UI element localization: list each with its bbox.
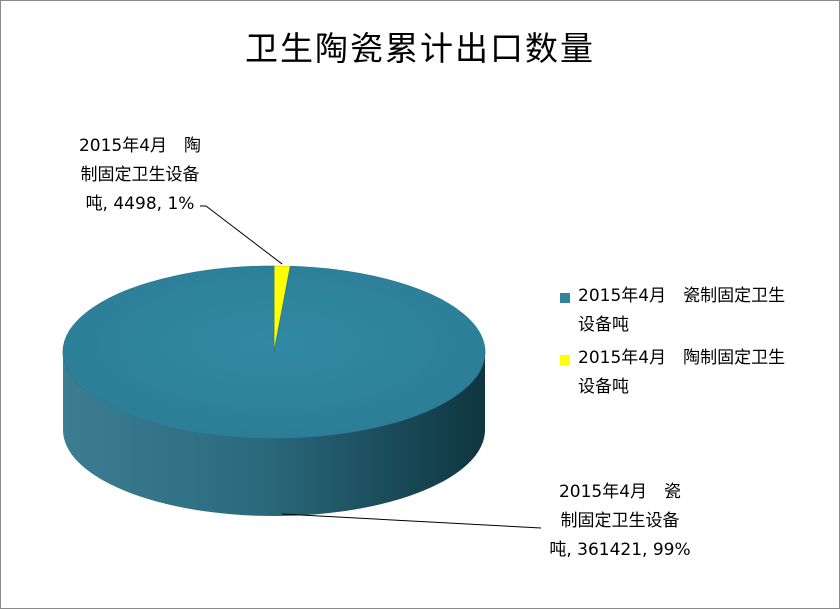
leader-line-porcelain <box>281 513 542 529</box>
legend: 2015年4月 瓷制固定卫生 设备吨 2015年4月 陶制固定卫生 设备吨 <box>555 282 835 406</box>
legend-swatch-porcelain <box>560 293 570 303</box>
data-label-pottery-line1: 2015年4月 陶 <box>78 136 202 156</box>
pie-side-wall <box>63 352 485 516</box>
data-label-porcelain-line2: 制固定卫生设备 <box>560 511 680 531</box>
legend-text-porcelain-line1: 2015年4月 瓷制固定卫生 <box>578 286 786 306</box>
legend-swatch-pottery <box>560 355 570 365</box>
leader-line-pottery <box>200 205 283 265</box>
pie-slice-porcelain <box>62 265 486 439</box>
data-label-pottery-line3: 吨, 4498, 1% <box>85 194 195 214</box>
legend-text-pottery-line1: 2015年4月 陶制固定卫生 <box>578 348 786 368</box>
legend-text-pottery: 2015年4月 陶制固定卫生 设备吨 <box>578 344 785 402</box>
data-label-porcelain-line3: 吨, 361421, 99% <box>549 540 691 560</box>
legend-item-porcelain: 2015年4月 瓷制固定卫生 设备吨 <box>555 282 835 344</box>
data-label-pottery: 2015年4月 陶 制固定卫生设备 吨, 4498, 1% <box>60 132 220 219</box>
data-label-porcelain-line1: 2015年4月 瓷 <box>558 482 682 502</box>
data-label-porcelain: 2015年4月 瓷 制固定卫生设备 吨, 361421, 99% <box>540 478 700 565</box>
legend-item-pottery: 2015年4月 陶制固定卫生 设备吨 <box>555 344 835 406</box>
chart-title: 卫生陶瓷累计出口数量 <box>245 29 595 68</box>
legend-text-pottery-line2: 设备吨 <box>578 377 629 397</box>
legend-text-porcelain-line2: 设备吨 <box>578 315 629 335</box>
data-label-pottery-line2: 制固定卫生设备 <box>80 165 200 185</box>
legend-text-porcelain: 2015年4月 瓷制固定卫生 设备吨 <box>578 282 785 340</box>
